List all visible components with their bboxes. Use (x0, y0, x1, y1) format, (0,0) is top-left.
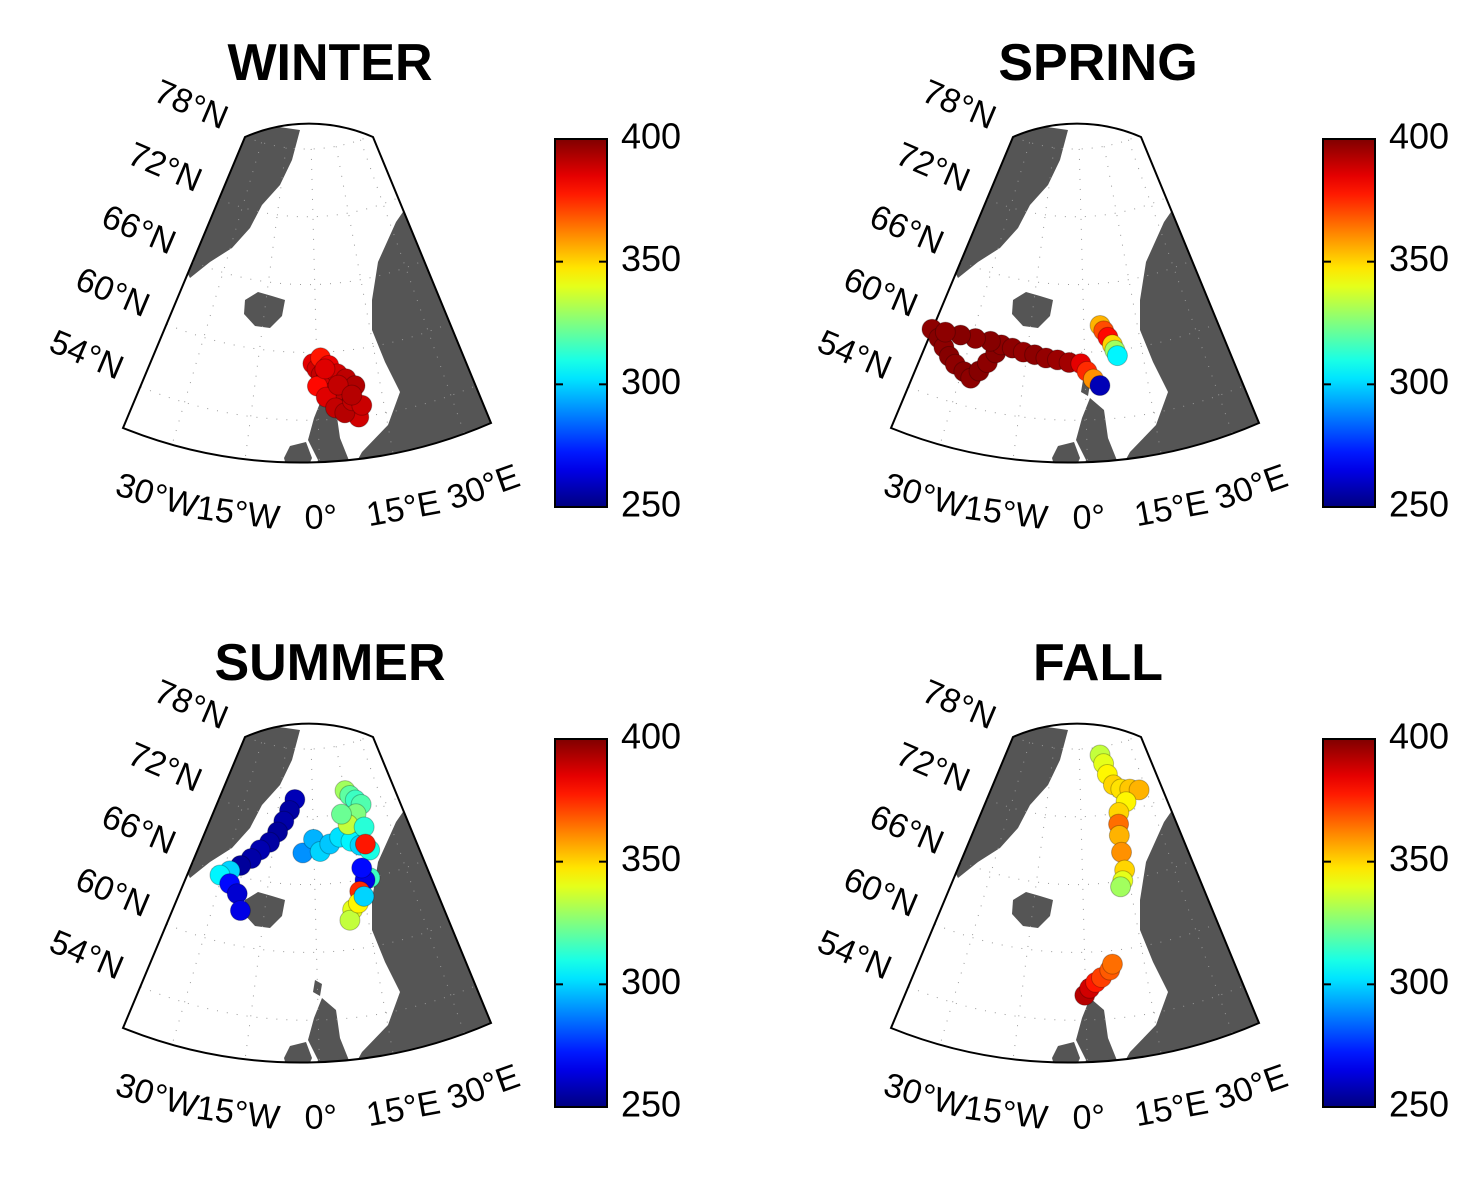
panel: SPRING 54°N60°N66°N72°N78°N 30°W15°W 0° 15°E… (812, 34, 1449, 537)
map-frame (889, 722, 1261, 1064)
lon-label: 15°E (363, 483, 443, 534)
panel-title: SPRING (998, 34, 1197, 92)
colorbar-tick-label: 400 (621, 116, 681, 157)
map-frame (889, 122, 1261, 464)
lon-label: 0° (304, 1098, 337, 1137)
lat-label: 60°N (838, 260, 923, 325)
lat-label: 60°N (70, 860, 155, 925)
lat-label: 78°N (917, 672, 1002, 737)
colorbar (1322, 138, 1376, 508)
parallel (986, 798, 1164, 818)
lon-label: 15°E (1131, 1083, 1211, 1134)
lat-label: 54°N (812, 323, 897, 388)
lon-label: 30°E (442, 1057, 525, 1118)
colorbar-tick-label: 350 (621, 838, 681, 879)
lon-label: 30°E (1210, 1057, 1293, 1118)
colorbar-tick-label: 300 (621, 361, 681, 402)
observation (1101, 953, 1123, 975)
lon-label: 0° (1072, 498, 1105, 537)
lon-label: 15°W (194, 489, 282, 538)
colorbar (1322, 738, 1376, 1108)
lon-label: 0° (304, 498, 337, 537)
observation (1128, 779, 1150, 801)
panel-title: FALL (1033, 634, 1163, 692)
lat-label: 66°N (96, 798, 181, 863)
observation (229, 900, 251, 922)
lon-label: 30°W (111, 1066, 202, 1126)
observation (314, 358, 336, 380)
lat-label: 72°N (891, 135, 976, 200)
parallel (986, 198, 1164, 218)
observation (353, 885, 375, 907)
colorbar-tick-label: 250 (1389, 484, 1449, 525)
parallel (218, 198, 396, 218)
observation (1106, 345, 1128, 367)
map (908, 123, 1259, 463)
lat-label: 66°N (864, 798, 949, 863)
lat-label: 72°N (123, 735, 208, 800)
lon-label: 30°W (879, 466, 970, 526)
lat-label: 54°N (44, 923, 129, 988)
map-frame (121, 722, 493, 1064)
observation (1111, 841, 1133, 863)
lat-label: 66°N (864, 198, 949, 263)
lon-label: 0° (1072, 1098, 1105, 1137)
parallel (218, 798, 396, 818)
observation (330, 803, 352, 825)
map (140, 123, 491, 463)
colorbar-tick-label: 350 (1389, 238, 1449, 279)
lon-label: 15°E (363, 1083, 443, 1134)
observation (1110, 876, 1132, 898)
colorbar-tick-label: 250 (1389, 1084, 1449, 1125)
lon-label: 30°W (879, 1066, 970, 1126)
colorbar-tick-label: 250 (621, 484, 681, 525)
panel-title: WINTER (227, 34, 432, 92)
lon-label: 15°W (962, 489, 1050, 538)
colorbar-tick-label: 400 (1389, 716, 1449, 757)
colorbar-tick-label: 400 (621, 716, 681, 757)
lat-label: 78°N (149, 72, 234, 137)
colorbar-tick-label: 300 (1389, 361, 1449, 402)
panel-title: SUMMER (214, 634, 445, 692)
map (140, 723, 491, 1063)
lon-label: 15°W (194, 1089, 282, 1138)
lon-label: 15°E (1131, 483, 1211, 534)
observation (351, 857, 373, 879)
lat-label: 72°N (891, 735, 976, 800)
observation (934, 321, 956, 343)
lon-label: 30°E (1210, 457, 1293, 518)
observation (341, 384, 363, 406)
colorbar-tick-label: 350 (621, 238, 681, 279)
lat-label: 78°N (917, 72, 1002, 137)
colorbar (554, 138, 608, 508)
observation (327, 374, 349, 396)
lat-label: 60°N (838, 860, 923, 925)
colorbar-tick-label: 300 (1389, 961, 1449, 1002)
lat-label: 66°N (96, 198, 181, 263)
lat-label: 54°N (44, 323, 129, 388)
lon-label: 30°W (111, 466, 202, 526)
map (908, 723, 1259, 1063)
panel: WINTER 54°N60°N66°N72°N78°N 30°W15°W 0° 15°E… (44, 34, 681, 537)
observation (354, 833, 376, 855)
lat-label: 60°N (70, 260, 155, 325)
colorbar-tick-label: 250 (621, 1084, 681, 1125)
colorbar (554, 738, 608, 1108)
colorbar-tick-label: 400 (1389, 116, 1449, 157)
lat-label: 72°N (123, 135, 208, 200)
observation (339, 909, 361, 931)
colorbar-tick-label: 300 (621, 961, 681, 1002)
lat-label: 54°N (812, 923, 897, 988)
lon-label: 30°E (442, 457, 525, 518)
colorbar-tick-label: 350 (1389, 838, 1449, 879)
map-frame (121, 122, 493, 464)
observation (1089, 375, 1111, 397)
lon-label: 15°W (962, 1089, 1050, 1138)
